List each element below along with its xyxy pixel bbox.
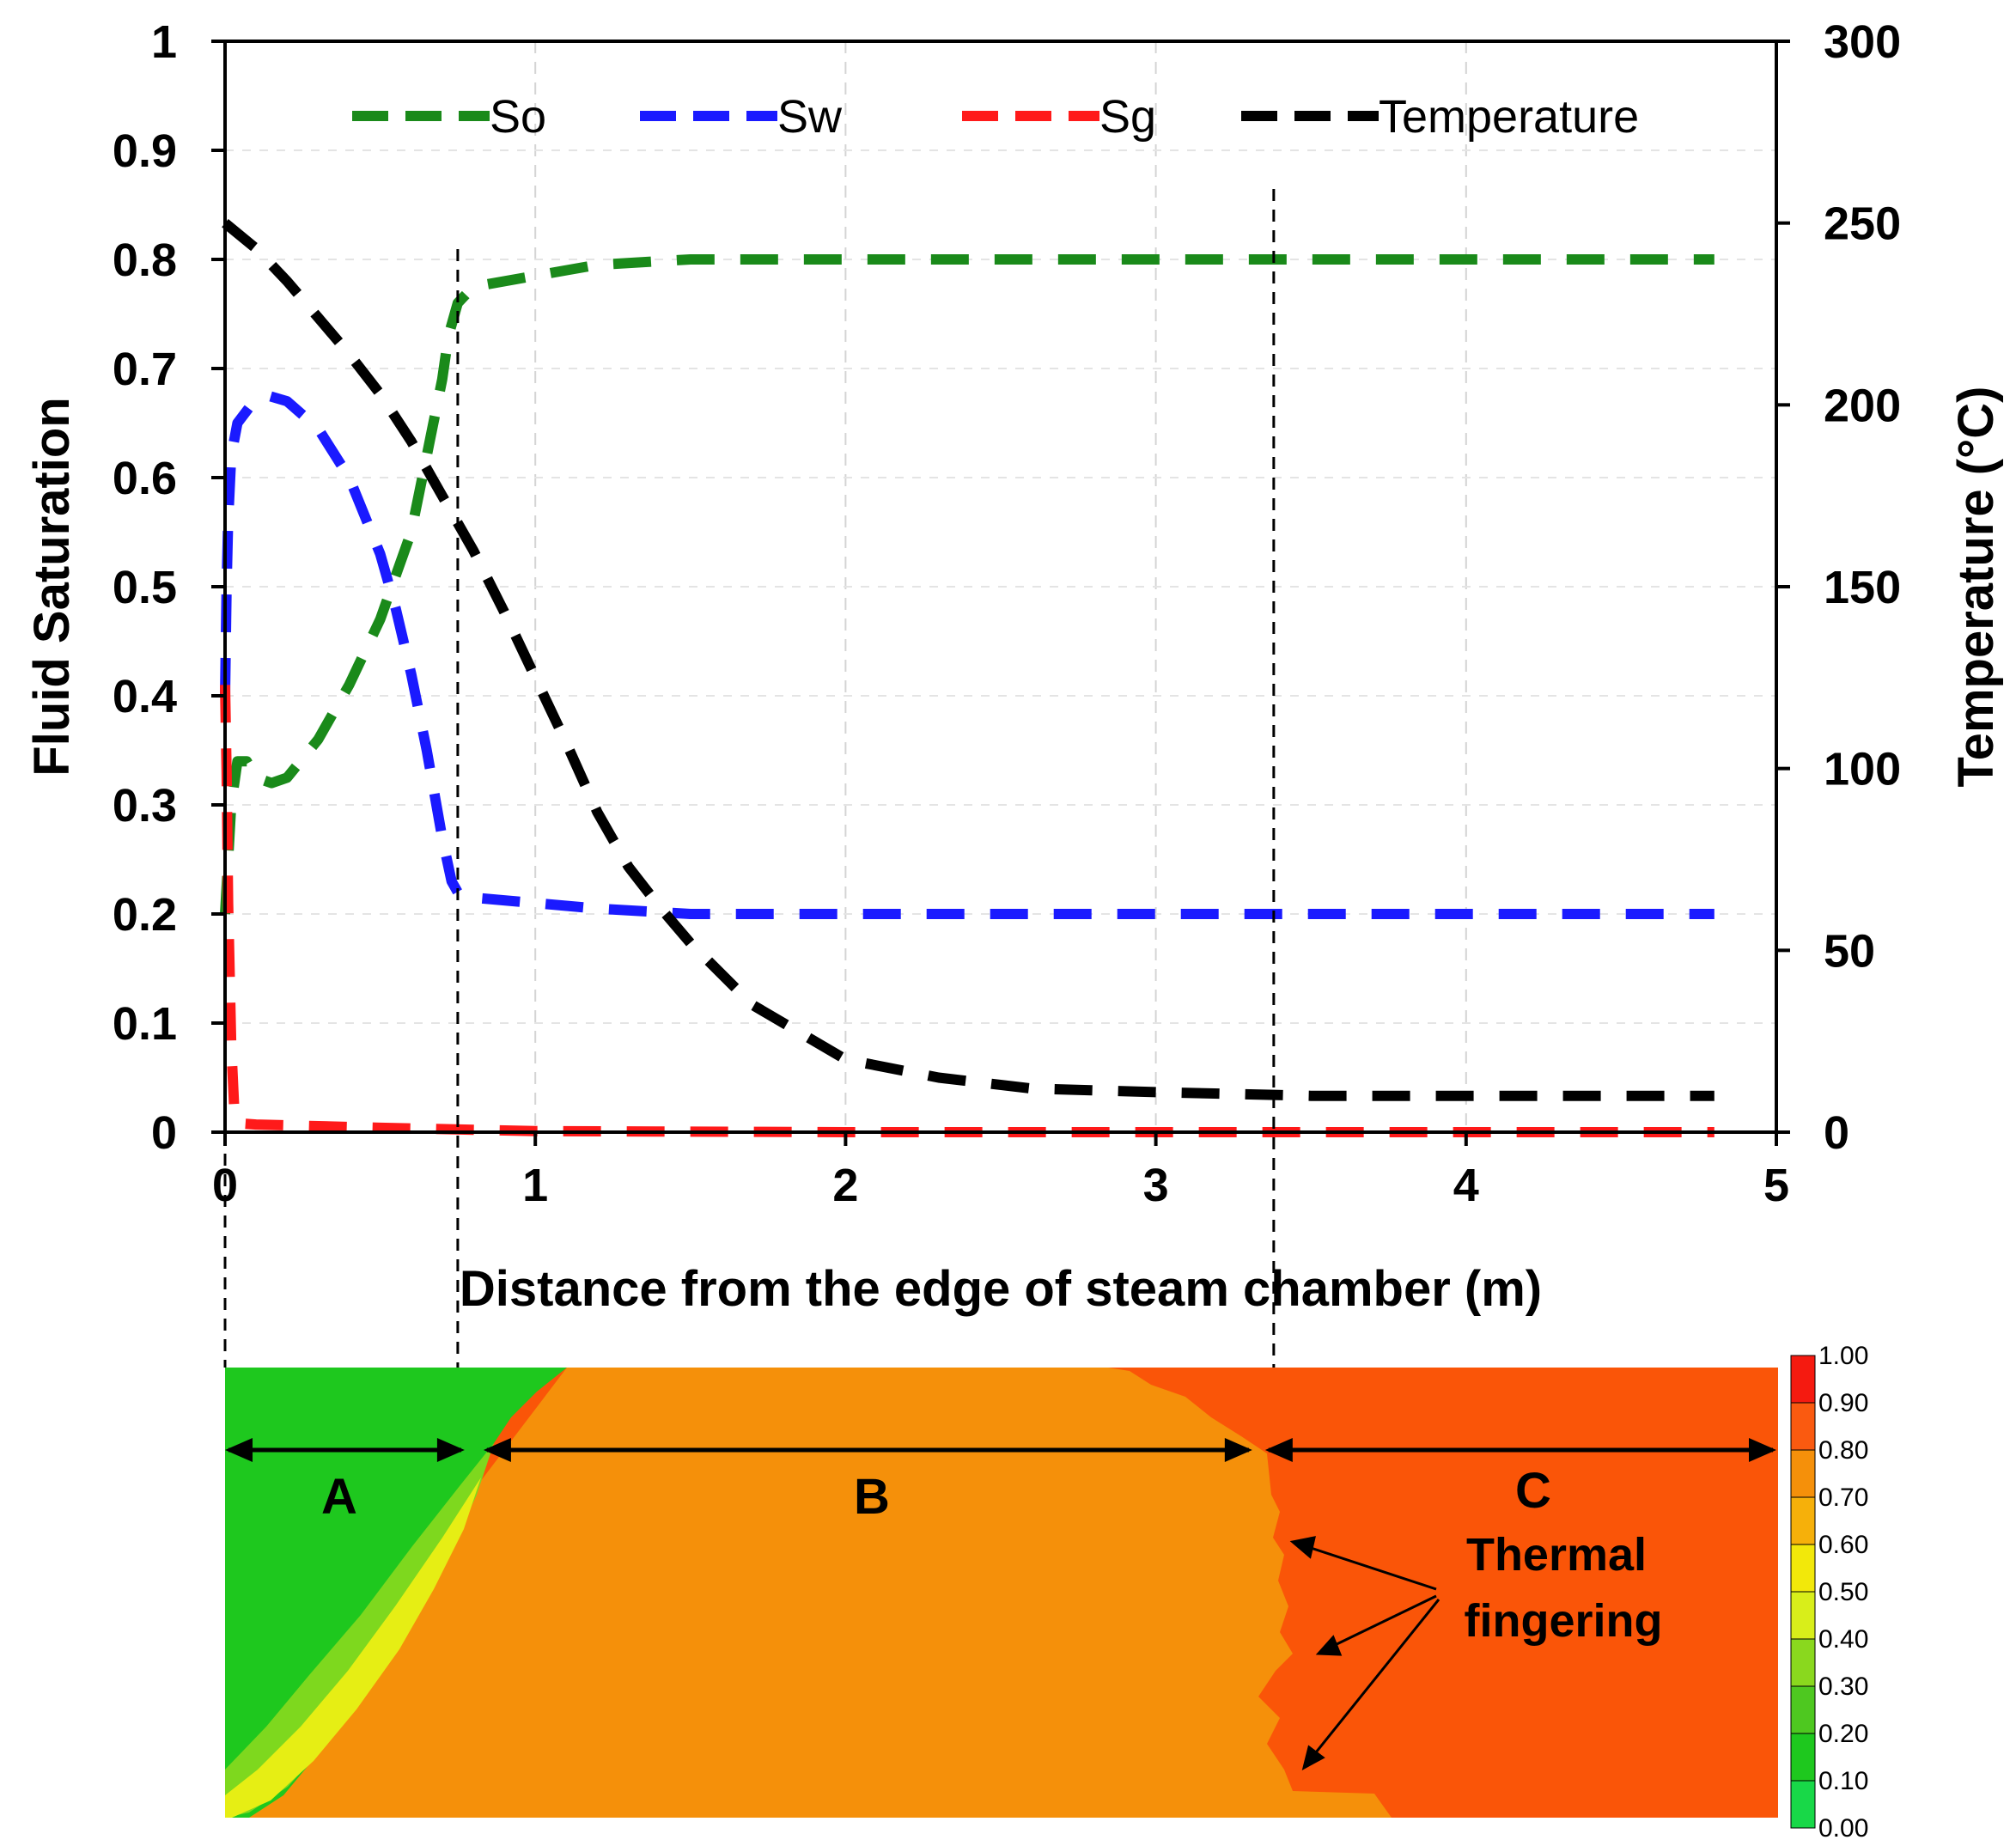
zone-dimension-arrows <box>225 1438 1776 1462</box>
series-line-sw <box>220 390 1715 919</box>
line-chart: 00.10.20.30.40.50.60.70.80.91 0501001502… <box>24 16 2004 1368</box>
colorbar: 1.00 0.90 0.80 0.70 0.60 0.50 0.40 0.30 0.20 0.10… <box>1790 1342 1868 1843</box>
legend-label-sg: Sg <box>1099 91 1156 143</box>
zone-a-light-green-band <box>225 1443 494 1818</box>
legend: So Sw Sg Temperature <box>352 91 1639 143</box>
annotation-thermal: Thermal <box>1466 1529 1647 1581</box>
series-line-so <box>220 254 1715 915</box>
colorbar-swatch <box>1790 1780 1816 1829</box>
colorbar-swatch <box>1790 1685 1816 1734</box>
zone-b-arrow-left-head <box>483 1438 511 1462</box>
colorbar-swatches <box>1790 1355 1816 1829</box>
y-tick-label: 0.3 <box>113 780 177 832</box>
annotation-fingering: fingering <box>1465 1595 1663 1647</box>
y-tick-label: 0.7 <box>113 344 177 395</box>
y-tick-label: 0.9 <box>113 125 177 177</box>
x-tick-label: 4 <box>1453 1160 1479 1211</box>
y2-axis-title: Temperature (°C) <box>1948 387 2004 788</box>
y2-tick-label: 50 <box>1824 925 1875 977</box>
zone-b-label: B <box>854 1469 890 1525</box>
colorbar-swatch <box>1790 1733 1816 1782</box>
fingering-arrows <box>1289 1536 1440 1770</box>
y-axis-ticks: 0 0.1 0.2 0.3 0.4 0.5 0.6 0.7 0.8 0.9 1 <box>113 16 225 1159</box>
series-lines <box>220 219 1715 1137</box>
y2-tick-label: 300 <box>1824 16 1901 68</box>
zone-a-arrow-left-head <box>225 1438 253 1462</box>
zone-a-yellow-band <box>225 1477 481 1818</box>
x-tick-label: 0 <box>212 1160 238 1211</box>
y-tick-label: 0 <box>151 1107 177 1159</box>
y-tick-label: 0.4 <box>113 671 177 722</box>
y-tick-label: 0.1 <box>113 998 177 1050</box>
y-tick-label: 1 <box>151 16 177 68</box>
x-tick-label: 2 <box>832 1160 858 1211</box>
saturation-contour-map: A B C Thermal fingering <box>225 1368 1778 1818</box>
zone-b-arrow-right-head <box>1224 1438 1252 1462</box>
x-axis-ticks: 0 1 2 3 4 5 <box>212 1132 1789 1211</box>
y2-tick-label: 250 <box>1824 198 1901 250</box>
colorbar-swatch <box>1790 1355 1816 1404</box>
zone-c-label: C <box>1515 1463 1551 1519</box>
x-tick-label: 1 <box>522 1160 548 1211</box>
colorbar-swatch <box>1790 1638 1816 1687</box>
legend-label-sw: Sw <box>777 91 843 143</box>
y2-tick-label: 150 <box>1824 562 1901 613</box>
colorbar-swatch <box>1790 1449 1816 1498</box>
series-line-temperature <box>222 219 1715 1101</box>
colorbar-tick-label: 0.60 <box>1818 1531 1868 1559</box>
colorbar-tick-label: 0.90 <box>1818 1389 1868 1417</box>
colorbar-tick-label: 0.50 <box>1818 1578 1868 1606</box>
y-tick-label: 0.8 <box>113 235 177 286</box>
colorbar-tick-label: 0.00 <box>1818 1814 1868 1843</box>
colorbar-tick-label: 0.20 <box>1818 1720 1868 1748</box>
series-line-sg <box>220 685 1715 1137</box>
y2-tick-label: 100 <box>1824 744 1901 795</box>
y-tick-label: 0.5 <box>113 562 177 613</box>
y2-tick-label: 0 <box>1824 1107 1849 1159</box>
zone-b-region <box>225 1368 1392 1818</box>
zone-c-arrow-left-head <box>1264 1438 1293 1462</box>
x-tick-label: 5 <box>1763 1160 1789 1211</box>
legend-label-so: So <box>490 91 546 143</box>
colorbar-swatch <box>1790 1591 1816 1640</box>
zone-a-label: A <box>321 1469 357 1525</box>
colorbar-swatch <box>1790 1496 1816 1545</box>
y-tick-label: 0.2 <box>113 889 177 941</box>
zone-boundary-lines <box>223 185 1276 1368</box>
y-axis-title: Fluid Saturation <box>24 397 80 776</box>
colorbar-labels: 1.00 0.90 0.80 0.70 0.60 0.50 0.40 0.30 0.20 0.10… <box>1818 1342 1868 1843</box>
zone-a-arrow-right-head <box>436 1438 465 1462</box>
colorbar-tick-label: 0.40 <box>1818 1625 1868 1654</box>
x-axis-title: Distance from the edge of steam chamber … <box>460 1261 1542 1317</box>
y-tick-label: 0.6 <box>113 453 177 504</box>
colorbar-swatch <box>1790 1544 1816 1593</box>
colorbar-swatch <box>1790 1402 1816 1451</box>
legend-label-temperature: Temperature <box>1379 91 1639 143</box>
colorbar-tick-label: 0.10 <box>1818 1767 1868 1795</box>
colorbar-tick-label: 0.70 <box>1818 1484 1868 1512</box>
x-tick-label: 3 <box>1143 1160 1169 1211</box>
y2-tick-label: 200 <box>1824 380 1901 431</box>
colorbar-tick-label: 0.30 <box>1818 1672 1868 1701</box>
colorbar-tick-label: 0.80 <box>1818 1436 1868 1465</box>
colorbar-tick-label: 1.00 <box>1818 1342 1868 1370</box>
zone-c-arrow-right-head <box>1749 1438 1776 1462</box>
y2-axis-ticks: 0 50 100 150 200 250 300 <box>1776 16 1901 1159</box>
